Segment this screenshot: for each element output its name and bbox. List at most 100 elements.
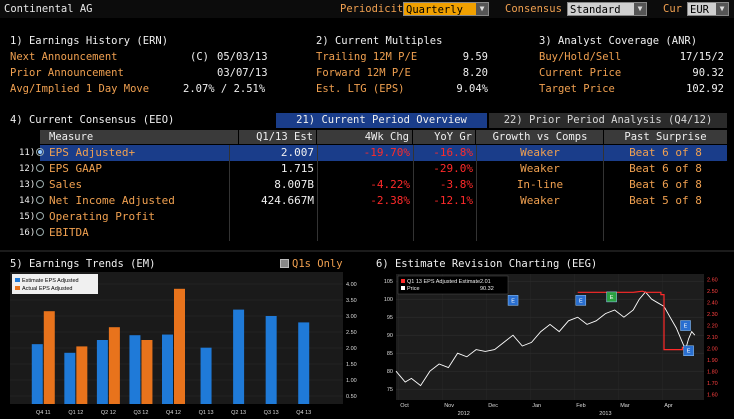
table-row[interactable]: 16) EBITDA — [0, 225, 734, 241]
y-tick-label-right: 2.50 — [707, 289, 718, 295]
legend-price-label: Price — [407, 286, 420, 292]
bar-estimate — [96, 340, 108, 404]
eeo-title[interactable]: 4) Current Consensus (EEO) — [10, 114, 175, 126]
y-tick-label-left: 100 — [384, 297, 393, 303]
ltg-eps-value: 9.04% — [456, 83, 488, 95]
table-row[interactable]: 13) Sales 8.007B -4.22% -3.8% In-line Be… — [0, 177, 734, 193]
x-tick-label: Q3 13 — [264, 410, 279, 416]
radio-button[interactable] — [36, 212, 44, 220]
row-number: 16) — [19, 228, 36, 238]
tab-current-period[interactable]: 21) Current Period Overview (Q1/13) — [276, 113, 487, 141]
current-price-value: 90.32 — [692, 67, 724, 79]
chg4wk-value: -2.38% — [370, 194, 410, 207]
periodicity-label: Periodicity — [340, 3, 410, 15]
table-row[interactable]: 15) Operating Profit — [0, 209, 734, 225]
y-tick-label: 2.00 — [346, 346, 357, 352]
eeg-title[interactable]: 6) Estimate Revision Charting (EEG) — [376, 258, 598, 270]
estimate-revision-chart: E E E E E 75 80 85 90 95 100 105 2.60 2.50 2.40 2.30 2… — [374, 272, 732, 418]
y-tick-label-right: 2.60 — [707, 278, 718, 284]
legend-estimate-label: Q1 13 EPS Adjusted Estimate — [407, 279, 480, 285]
col-measure[interactable]: Measure — [40, 130, 239, 144]
legend: Estimate EPS Adjusted Actual EPS Adjuste… — [12, 274, 98, 294]
x-tick-label: Q2 12 — [101, 410, 116, 416]
table-row[interactable]: 12) EPS GAAP 1.715 -29.0% Weaker Beat 6 … — [0, 161, 734, 177]
col-growth-vs-comps[interactable]: Growth vs Comps — [477, 130, 604, 144]
y-tick-label: 3.50 — [346, 298, 357, 304]
bar-estimate — [298, 322, 310, 404]
year-tick-label: 2013 — [599, 411, 611, 417]
buy-hold-sell-value: 17/15/2 — [679, 51, 724, 63]
bar-estimate — [162, 334, 173, 404]
col-estimate[interactable]: Q1/13 Est — [230, 130, 317, 144]
next-announcement-value: 05/03/13 — [217, 51, 268, 63]
q1s-only-checkbox[interactable] — [280, 259, 289, 268]
year-tick-label: 2012 — [458, 411, 470, 417]
radio-button[interactable] — [36, 228, 44, 236]
periodicity-select[interactable]: Quarterly ▼ — [403, 2, 489, 16]
current-price-label: Current Price — [539, 67, 622, 79]
y-tick-label: 1.00 — [346, 378, 357, 384]
event-marker-label: E — [684, 324, 688, 330]
em-title[interactable]: 5) Earnings Trends (EM) — [10, 258, 156, 270]
consensus-select[interactable]: Standard ▼ — [567, 2, 647, 16]
event-marker[interactable] — [606, 291, 617, 303]
radio-button[interactable] — [36, 148, 44, 156]
x-tick-label: Jan — [532, 403, 541, 409]
bar-actual — [76, 346, 88, 404]
ltg-eps-label: Est. LTG (EPS) — [316, 83, 405, 95]
event-marker-label: E — [579, 298, 583, 304]
growth-value: Weaker — [520, 162, 560, 175]
row-highlight — [40, 145, 727, 161]
y-tick-label-left: 85 — [387, 351, 393, 357]
growth-value: In-line — [516, 178, 564, 191]
x-tick-label: Dec — [488, 403, 498, 409]
currency-select[interactable]: EUR ▼ — [687, 2, 729, 16]
measure-name[interactable]: EBITDA — [49, 226, 89, 239]
legend-swatch-estimate — [401, 279, 405, 283]
yoy-value: -29.0% — [433, 162, 473, 175]
column-divider — [413, 145, 414, 241]
column-divider — [317, 145, 318, 241]
x-tick-label: Q1 12 — [68, 410, 83, 416]
event-marker[interactable] — [683, 345, 694, 356]
anr-title[interactable]: 3) Analyst Coverage (ANR) — [539, 35, 698, 47]
event-marker[interactable] — [575, 295, 587, 306]
bar-actual — [43, 311, 55, 404]
col-yoy-gr[interactable]: YoY Gr — [414, 130, 476, 144]
radio-button[interactable] — [36, 180, 44, 188]
growth-value: Weaker — [520, 146, 560, 159]
forward-pe-value: 8.20 — [462, 67, 488, 79]
y-tick-label: 3.00 — [346, 314, 357, 320]
table-row[interactable]: 14) Net Income Adjusted 424.667M -2.38% … — [0, 193, 734, 209]
y-tick-label-right: 1.60 — [707, 392, 718, 398]
measure-name[interactable]: Sales — [49, 178, 83, 191]
y-tick-label: 2.50 — [346, 330, 357, 336]
table-row[interactable]: 11) EPS Adjusted+ 2.007 -19.70% -16.8% W… — [0, 145, 734, 161]
buy-hold-sell-label: Buy/Hold/Sell — [539, 51, 622, 63]
bar-estimate — [129, 335, 141, 404]
column-divider — [476, 145, 477, 241]
target-price-value: 102.92 — [686, 83, 724, 95]
col-past-surprise[interactable]: Past Surprise — [624, 131, 707, 143]
row-number: 11) — [19, 148, 36, 158]
event-marker-label: E — [610, 295, 614, 301]
yoy-value: -12.1% — [433, 194, 473, 207]
event-marker[interactable] — [680, 320, 691, 331]
bar-estimate — [31, 344, 43, 404]
surprise-value: Beat 6 of 8 — [629, 162, 702, 175]
earnings-trends-chart: Q4 11 Q1 12 Q2 12 Q3 12 Q4 12 Q1 13 Q2 13 Q3 13… — [10, 272, 370, 418]
measure-name[interactable]: EPS GAAP — [49, 162, 102, 175]
y-tick-label-right: 2.00 — [707, 346, 718, 352]
forward-pe-label: Forward 12M P/E — [316, 67, 411, 79]
measure-name[interactable]: Operating Profit — [49, 210, 155, 223]
row-number: 13) — [19, 180, 36, 190]
radio-button[interactable] — [36, 196, 44, 204]
measure-name[interactable]: Net Income Adjusted — [49, 194, 175, 207]
radio-button[interactable] — [36, 164, 44, 172]
measure-name[interactable]: EPS Adjusted+ — [49, 146, 136, 159]
event-marker[interactable] — [507, 295, 519, 306]
col-4wk-chg[interactable]: 4Wk Chg — [318, 130, 413, 144]
estimate-value: 8.007B — [274, 178, 314, 191]
tab-prior-period[interactable]: 22) Prior Period Analysis (Q4/12) — [489, 113, 727, 128]
ern-title[interactable]: 1) Earnings History (ERN) — [10, 35, 169, 47]
